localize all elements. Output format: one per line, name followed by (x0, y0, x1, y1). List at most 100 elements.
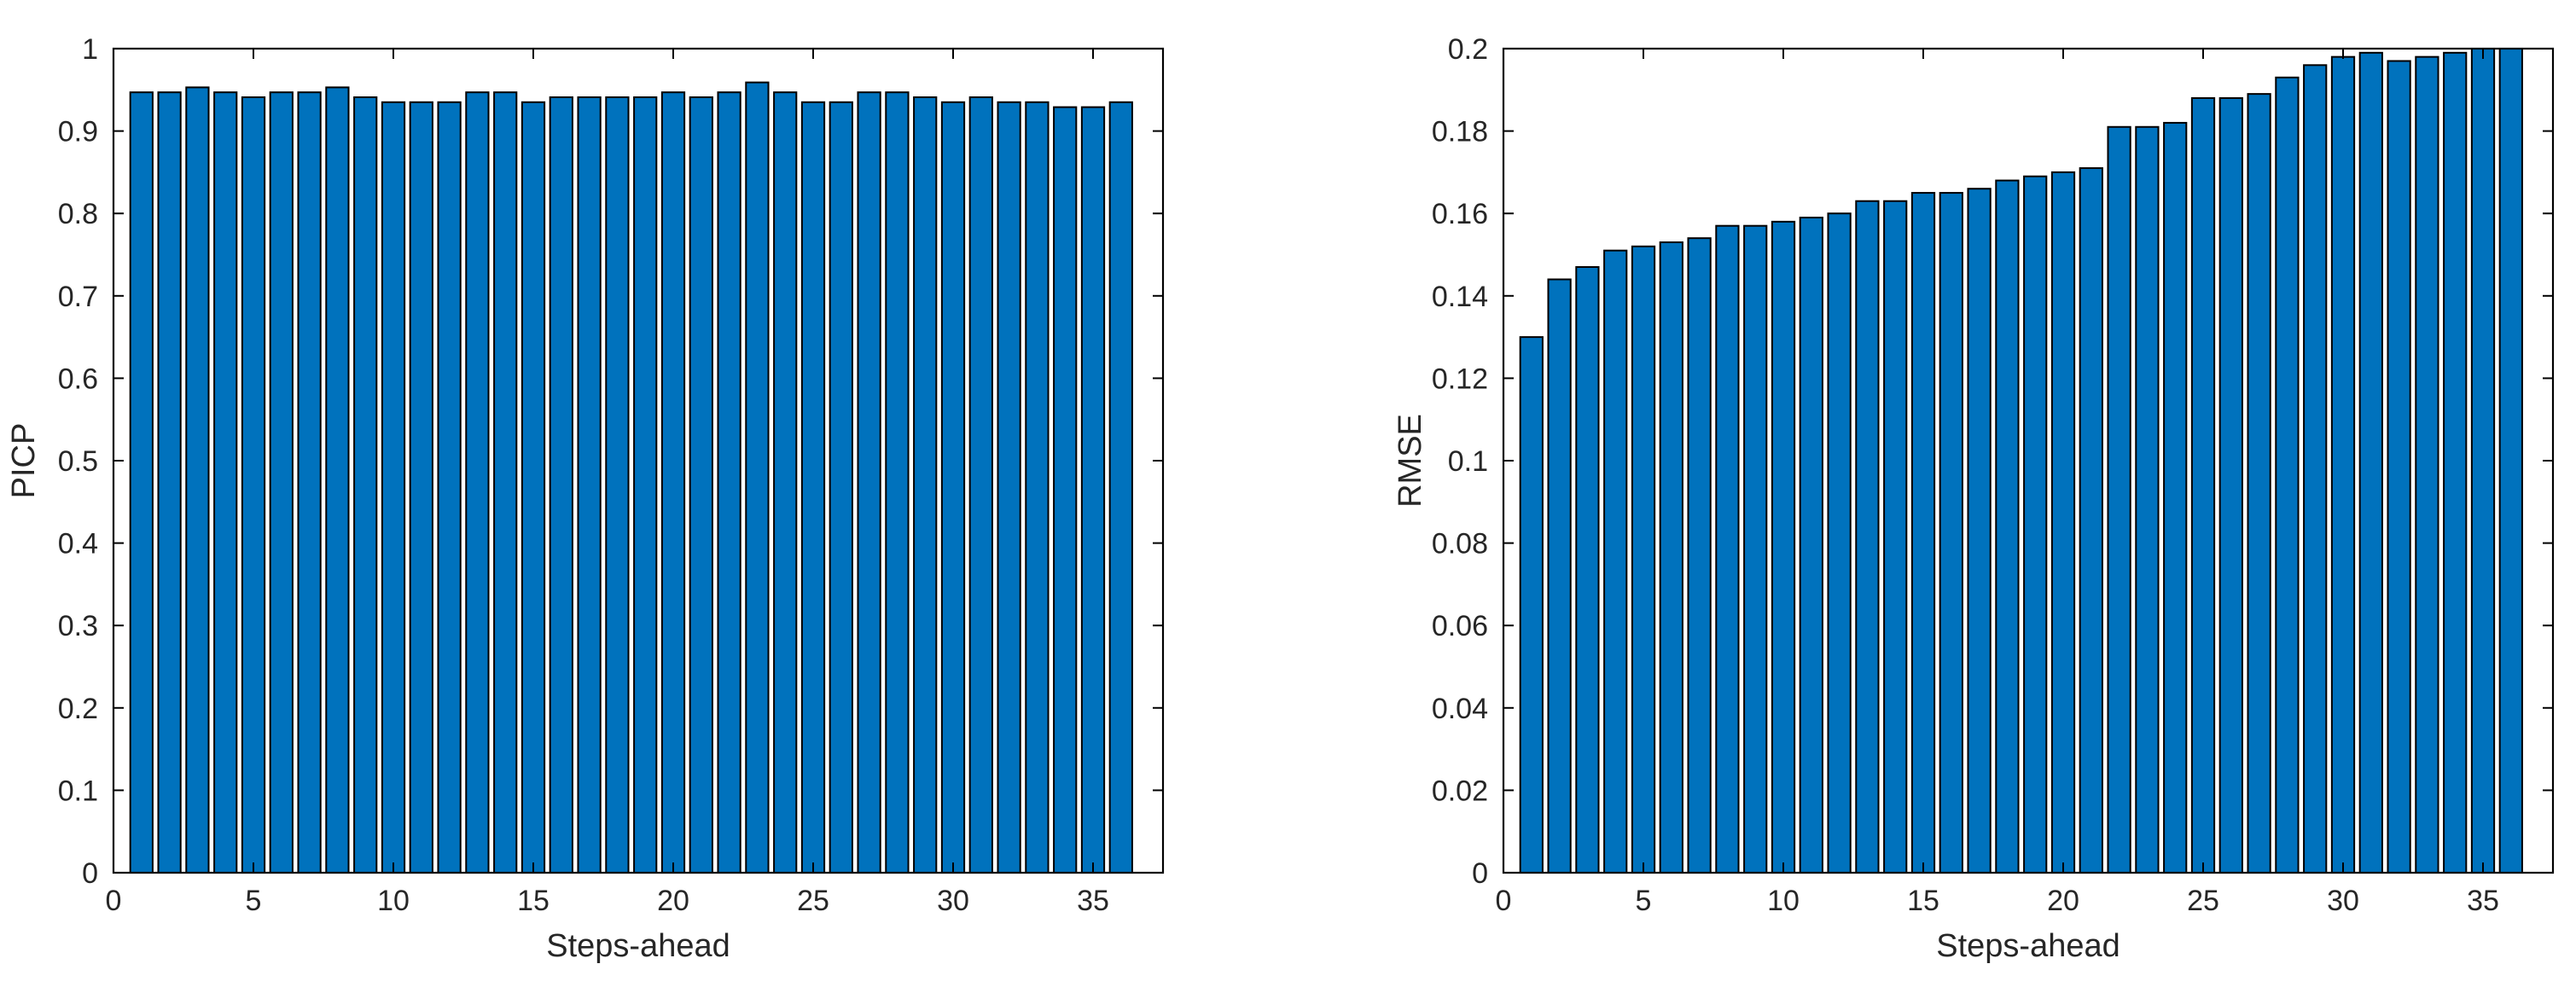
rmse-bar-26 (2218, 96, 2243, 874)
rmse-bar-8 (1715, 224, 1740, 874)
picp-bar-25 (800, 101, 826, 874)
rmse-bar-17 (1967, 188, 1992, 874)
rmse-y-axis-label: RMSE (1393, 414, 1428, 508)
rmse-bar-19 (2023, 175, 2048, 874)
picp-y-tick-label: 0.5 (58, 445, 98, 478)
rmse-y-tick-label: 0.1 (1448, 445, 1488, 478)
picp-x-tick-label: 10 (377, 885, 410, 917)
picp-bar-1 (129, 91, 154, 874)
rmse-bar-25 (2190, 96, 2216, 874)
rmse-bar-10 (1771, 220, 1796, 874)
rmse-x-axis-label: Steps-ahead (1936, 928, 2120, 964)
picp-y-tick-label: 0.1 (58, 775, 98, 807)
picp-bar-10 (381, 101, 406, 874)
picp-bar-30 (940, 101, 966, 874)
picp-bar-21 (689, 96, 713, 874)
picp-bar-7 (297, 91, 322, 874)
picp-y-tick-label: 0.2 (58, 693, 98, 725)
rmse-bar-11 (1799, 217, 1823, 874)
picp-bar-16 (549, 96, 573, 874)
rmse-y-tick-label: 0.2 (1448, 33, 1488, 66)
picp-bar-24 (773, 91, 798, 874)
rmse-bar-35 (2470, 48, 2496, 874)
rmse-bar-36 (2498, 48, 2523, 874)
rmse-y-tick-label: 0 (1472, 857, 1488, 890)
rmse-bar-1 (1519, 336, 1544, 874)
picp-bar-22 (717, 91, 741, 874)
picp-y-tick-label: 0.3 (58, 610, 98, 642)
picp-x-tick-label: 20 (657, 885, 689, 917)
picp-bar-9 (353, 96, 378, 874)
rmse-bar-15 (1910, 192, 1936, 874)
rmse-x-tick-label: 35 (2467, 885, 2499, 917)
picp-bar-29 (913, 96, 938, 874)
rmse-y-tick-label: 0.06 (1432, 610, 1488, 642)
picp-bar-chart: 0 5 10 15 20 25 30 35 0 0.1 0.2 0.3 0.4 0.5 0.6 0.7 0.8 0… (6, 33, 1165, 964)
rmse-bar-12 (1827, 212, 1852, 874)
picp-bar-32 (997, 101, 1021, 874)
rmse-x-tick-label: 0 (1496, 885, 1512, 917)
picp-bar-31 (968, 96, 993, 874)
picp-bar-20 (660, 91, 686, 874)
rmse-y-tick-label: 0.14 (1432, 281, 1488, 313)
rmse-x-tick-label: 25 (2187, 885, 2219, 917)
rmse-bar-7 (1687, 237, 1712, 874)
rmse-x-tick-label: 20 (2047, 885, 2079, 917)
rmse-x-tick-label: 5 (1636, 885, 1652, 917)
rmse-bar-3 (1575, 265, 1600, 874)
picp-bar-11 (409, 101, 433, 874)
picp-bar-4 (213, 91, 238, 874)
picp-bar-18 (605, 96, 630, 874)
picp-y-tick-label: 0.9 (58, 116, 98, 148)
rmse-x-tick-label: 10 (1767, 885, 1800, 917)
rmse-bar-18 (1995, 179, 2020, 874)
rmse-bar-22 (2107, 125, 2131, 874)
picp-bar-15 (520, 101, 546, 874)
picp-y-tick-label: 0.4 (58, 528, 98, 560)
rmse-y-tick-label: 0.12 (1432, 363, 1488, 395)
picp-bar-3 (185, 86, 210, 874)
rmse-bar-chart: 0 5 10 15 20 25 30 35 0 0.02 0.04 0.06 0.08 0.1 0.12 0.… (1393, 33, 2555, 964)
rmse-bar-24 (2163, 121, 2188, 874)
rmse-bar-28 (2275, 76, 2300, 874)
rmse-bar-31 (2358, 51, 2383, 874)
picp-bar-17 (577, 96, 602, 874)
rmse-bar-32 (2387, 60, 2411, 874)
rmse-bar-16 (1939, 192, 1963, 874)
rmse-bar-34 (2443, 51, 2468, 874)
rmse-bar-9 (1743, 224, 1768, 874)
rmse-x-tick-label: 15 (1907, 885, 1939, 917)
rmse-bar-21 (2079, 167, 2103, 874)
picp-bar-34 (1053, 106, 1078, 874)
rmse-y-tick-label: 0.16 (1432, 198, 1488, 230)
rmse-bar-13 (1855, 200, 1880, 874)
picp-bar-12 (437, 101, 462, 874)
rmse-bar-27 (2247, 93, 2271, 874)
picp-bar-6 (269, 91, 294, 874)
picp-bar-35 (1080, 106, 1106, 874)
rmse-bar-2 (1547, 278, 1572, 874)
picp-y-tick-label: 0.6 (58, 363, 98, 395)
rmse-bar-5 (1631, 245, 1656, 874)
rmse-bar-29 (2303, 64, 2328, 874)
picp-y-tick-label: 0.7 (58, 281, 98, 313)
picp-bar-26 (829, 101, 853, 874)
picp-y-tick-label: 0 (82, 857, 98, 890)
rmse-bar-23 (2135, 125, 2160, 874)
rmse-bar-4 (1603, 249, 1628, 874)
picp-x-tick-label: 5 (246, 885, 262, 917)
picp-bar-23 (745, 81, 770, 874)
picp-bar-5 (241, 96, 266, 874)
rmse-y-tick-label: 0.18 (1432, 116, 1488, 148)
picp-bar-2 (157, 91, 182, 874)
picp-bar-33 (1025, 101, 1050, 874)
picp-bar-27 (857, 91, 881, 874)
picp-bar-28 (885, 91, 910, 874)
picp-x-tick-label: 30 (937, 885, 969, 917)
picp-x-tick-label: 0 (106, 885, 122, 917)
rmse-bar-6 (1659, 241, 1683, 874)
rmse-y-tick-label: 0.08 (1432, 528, 1488, 560)
picp-x-tick-label: 15 (517, 885, 550, 917)
picp-y-axis-label: PICP (6, 423, 42, 499)
